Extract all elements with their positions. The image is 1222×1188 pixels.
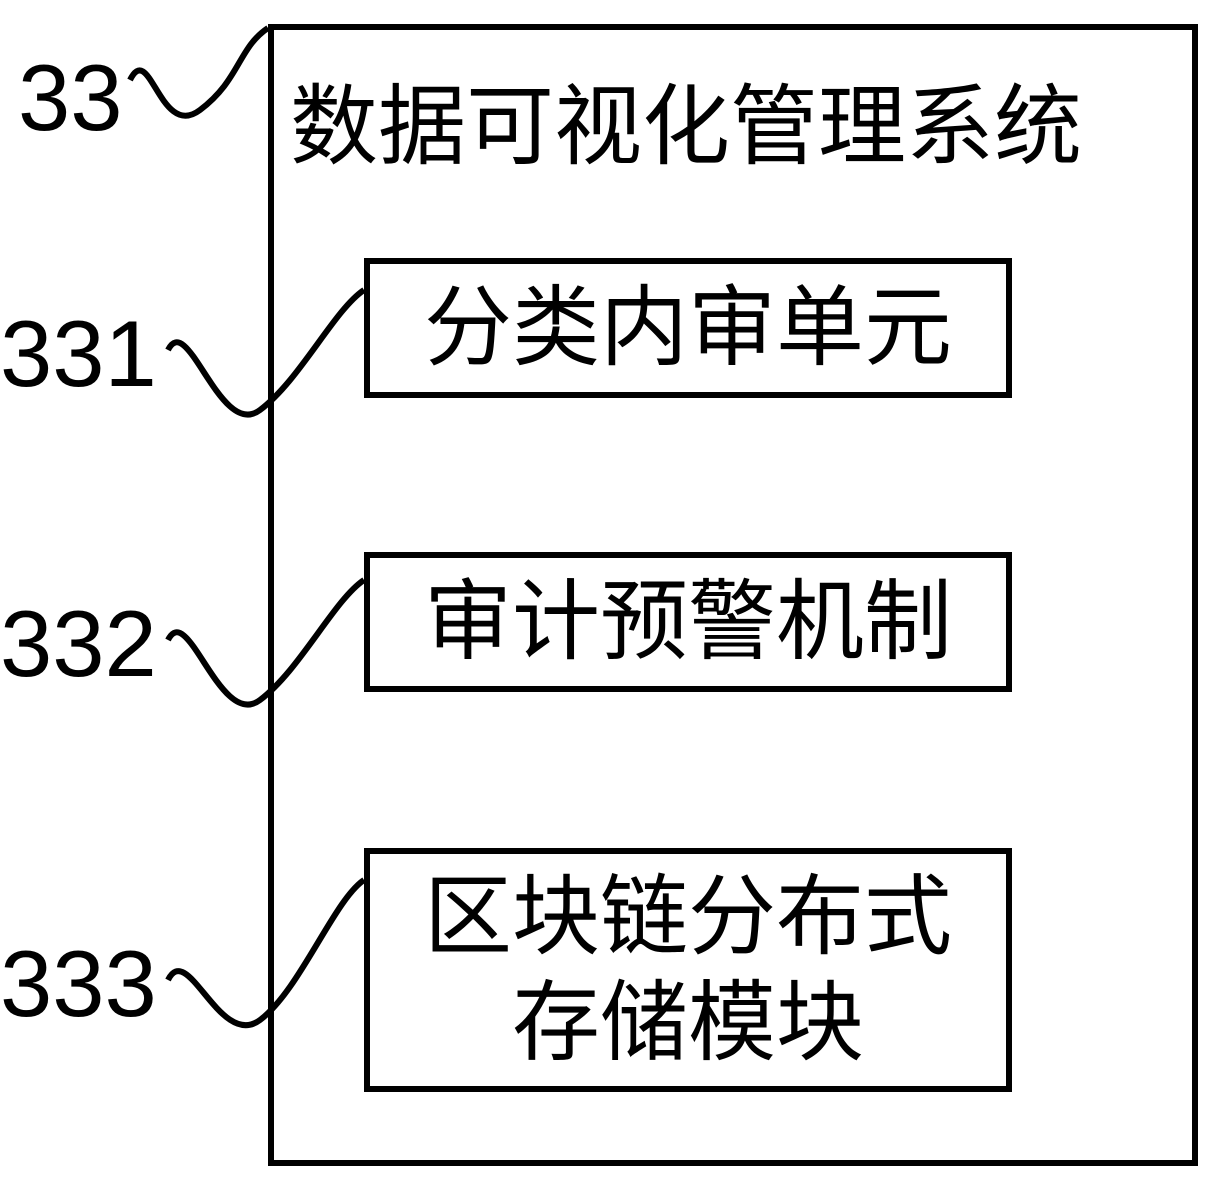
connector-333 xyxy=(168,880,364,1025)
connector-svg xyxy=(0,0,1222,1188)
connector-331 xyxy=(168,290,364,415)
connector-33 xyxy=(130,28,268,116)
connector-332 xyxy=(168,580,364,705)
